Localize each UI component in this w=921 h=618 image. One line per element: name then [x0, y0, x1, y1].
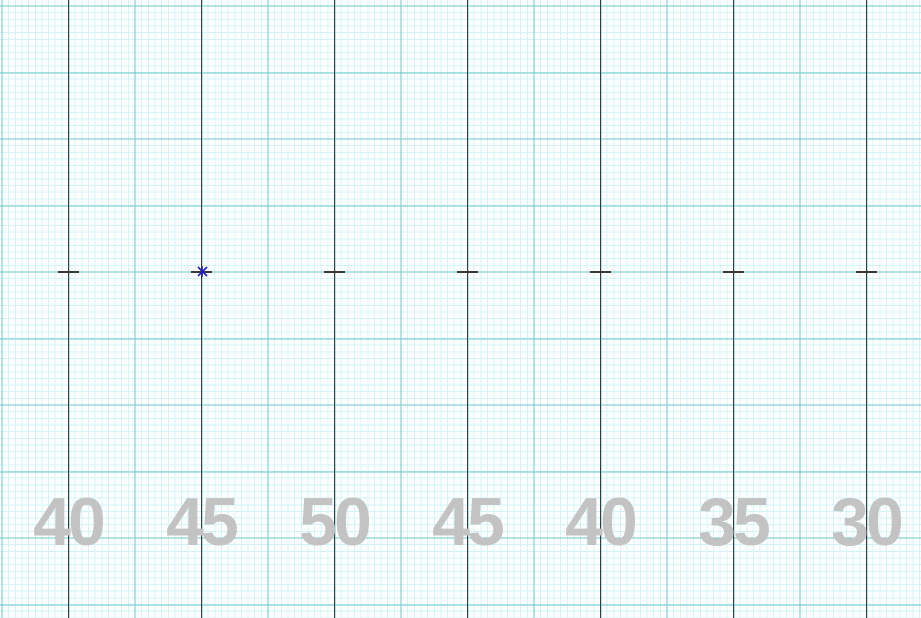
yard-label-2: 45: [166, 484, 239, 560]
yard-label-3: 50: [299, 484, 372, 560]
yard-label-1: 40: [33, 484, 106, 560]
yard-label-4: 45: [432, 484, 505, 560]
crosshair-x-icon: [197, 266, 208, 277]
yard-label-7: 30: [831, 484, 904, 560]
yard-label-6: 35: [698, 484, 771, 560]
yard-label-5: 40: [565, 484, 638, 560]
